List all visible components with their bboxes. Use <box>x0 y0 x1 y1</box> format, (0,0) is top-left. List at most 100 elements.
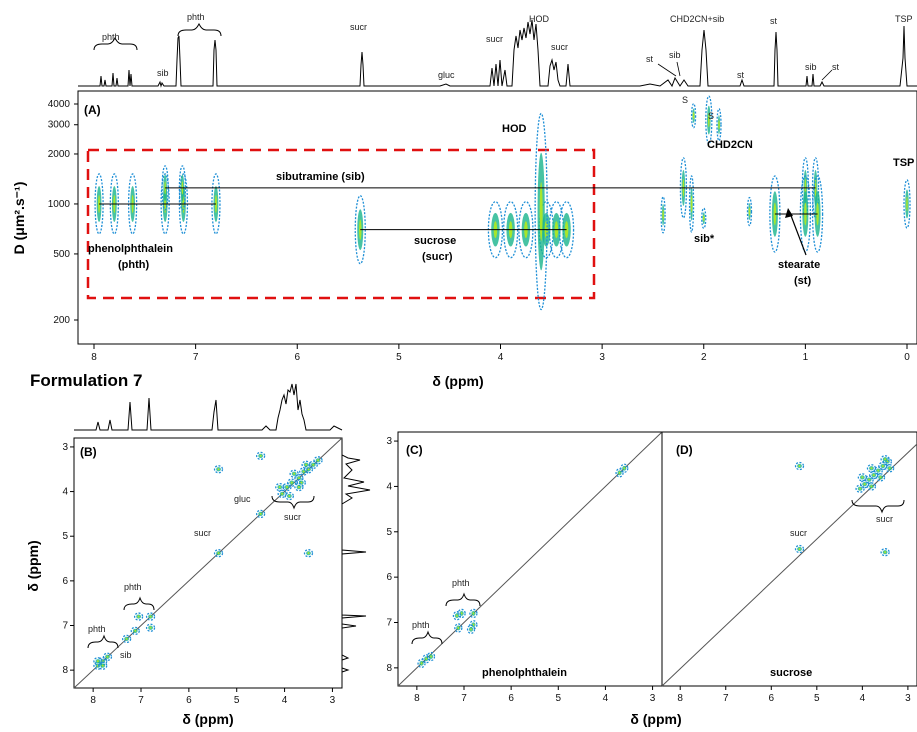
b-contour-18 <box>294 474 304 483</box>
panel-a-diffusion-lines <box>99 187 818 231</box>
map1-xtick-label-1: 7 <box>138 695 144 706</box>
contour-6-0-inner <box>708 112 710 128</box>
panel-cd-x-axis-title: δ (ppm) <box>630 711 681 727</box>
b-contour-2-inner <box>106 655 109 658</box>
panel-a: (A) 4000 3000 2000 1000 500 200 8 7 6 5 4 3 2 1 0 D (… <box>11 90 917 389</box>
map3-xtick-label-1: 7 <box>723 693 729 704</box>
label-phth-1: phth <box>102 32 120 42</box>
c-contour-6-inner <box>472 612 475 615</box>
map1-xtick-label-0: 8 <box>90 695 96 706</box>
a-ytick-label-1: 3000 <box>48 120 71 131</box>
panel-d-diagonal <box>661 443 917 687</box>
panel-b-side-trace <box>341 440 371 680</box>
c-annot-phth-1: phth <box>452 578 470 588</box>
arrow-st-1 <box>657 63 677 77</box>
b-contour-6 <box>133 612 144 621</box>
panel-a-label: (A) <box>84 103 101 117</box>
b-contour-10-outer <box>213 549 224 558</box>
c-contour-4-outer <box>457 608 466 619</box>
panel-d-contours <box>794 455 895 557</box>
b-contour-4-outer <box>93 657 103 666</box>
map1-ytick-label-0: 3 <box>62 442 68 453</box>
panel-d: 8 7 6 5 4 3 (D) sucr sucr sucrose <box>661 431 917 704</box>
contour-st-extra-inner <box>748 207 751 216</box>
b-contour-24-inner <box>305 463 308 466</box>
map1-ytick-label-1: 4 <box>62 487 68 498</box>
contour-sibstar-2-outer <box>701 207 707 229</box>
label-chd2cn-sib: CHD2CN+sib <box>670 14 724 24</box>
b-contour-3-outer <box>98 661 108 670</box>
annot-sibutramine: sibutramine (sib) <box>276 171 365 183</box>
b-contour-23-inner <box>293 472 296 475</box>
c-contour-9-inner <box>618 471 621 475</box>
b-contour-7 <box>145 623 156 632</box>
c-contour-8 <box>466 624 476 634</box>
d-contour-12-outer <box>875 473 886 482</box>
d-contour-0-inner <box>798 547 801 551</box>
b-contour-26 <box>284 491 295 501</box>
map2-ytick-label-4: 7 <box>386 618 392 629</box>
annot-chd2cn: CHD2CN <box>707 139 753 151</box>
d-contour-14-inner <box>888 467 891 470</box>
c-contour-4 <box>457 608 466 619</box>
annot-s-2: S <box>708 111 714 121</box>
b-contour-20-inner <box>307 468 310 471</box>
annot-sucr: (sucr) <box>422 251 453 263</box>
c-contour-8-outer <box>466 624 476 634</box>
c-contour-4-inner <box>460 612 463 615</box>
c-brace-phth-1 <box>445 592 481 607</box>
map2-ytick-label-3: 6 <box>386 572 392 583</box>
b-annot-gluc: gluc <box>234 494 251 504</box>
d-annot-sucr-1: sucr <box>790 528 807 538</box>
panel-b-y-axis-title: δ (ppm) <box>25 540 41 591</box>
label-st-2: st <box>737 70 745 80</box>
contour-s-2-inner <box>718 119 720 130</box>
d-brace-sucr <box>851 499 905 514</box>
annot-sucrose: sucrose <box>414 235 456 247</box>
panel-a-x-ticks: 8 7 6 5 4 3 2 1 0 <box>91 344 910 363</box>
annot-stearate: stearate <box>778 259 820 271</box>
b-contour-15-inner <box>281 492 284 495</box>
b-contour-22-outer <box>296 478 306 487</box>
a-xtick-label-2: 6 <box>294 352 300 363</box>
contour-st-extra <box>746 196 753 227</box>
b-annot-sucr-1: sucr <box>194 528 211 538</box>
contour-5-0-inner <box>539 182 543 241</box>
c-contour-2-outer <box>426 651 436 662</box>
d-contour-3 <box>855 484 865 493</box>
b-contour-21-outer <box>308 460 318 469</box>
panel-b-y-ticks: 3 4 5 6 7 8 <box>62 442 74 676</box>
contour-sib-extra-inner <box>662 209 664 221</box>
annot-phenolphthalein: phenolphthalein <box>88 243 173 255</box>
arrowhead-stearate <box>785 208 793 218</box>
b-contour-4 <box>93 657 103 666</box>
map3-xtick-label-5: 3 <box>905 693 911 704</box>
panel-a-x-axis-title: δ (ppm) <box>432 373 483 389</box>
d-contour-7-inner <box>877 469 880 472</box>
map1-xtick-label-5: 3 <box>330 695 336 706</box>
contour-s-2 <box>716 108 722 142</box>
dashed-selection-box <box>86 148 596 300</box>
b-contour-21 <box>308 460 318 469</box>
d-annot-sucr-2: sucr <box>876 514 893 524</box>
b-contour-25-outer <box>275 482 285 492</box>
c-contour-1-inner <box>425 657 428 660</box>
d-contour-0 <box>794 544 805 554</box>
b-contour-10-inner <box>217 552 220 555</box>
b-contour-26-inner <box>288 494 291 498</box>
label-hod-top: HOD <box>529 14 550 24</box>
contour-sibstar-1-outer <box>688 175 695 233</box>
panel-b-top-trace <box>74 383 343 431</box>
c-annot-phenolphthalein: phenolphthalein <box>482 667 567 679</box>
label-sucr-1: sucr <box>350 22 367 32</box>
panel-b-x-axis-title: δ (ppm) <box>182 711 233 727</box>
panel-a-y-ticks: 4000 3000 2000 1000 500 200 <box>48 99 78 326</box>
label-sucr-3: sucr <box>551 42 568 52</box>
c-contour-3-inner <box>457 626 460 630</box>
b-contour-13-outer <box>255 509 266 519</box>
a-xtick-label-4: 4 <box>498 352 504 363</box>
c-contour-9 <box>615 468 624 478</box>
map1-ytick-label-4: 7 <box>62 621 68 632</box>
c-contour-0 <box>417 658 426 668</box>
b-contour-18-inner <box>297 477 300 480</box>
